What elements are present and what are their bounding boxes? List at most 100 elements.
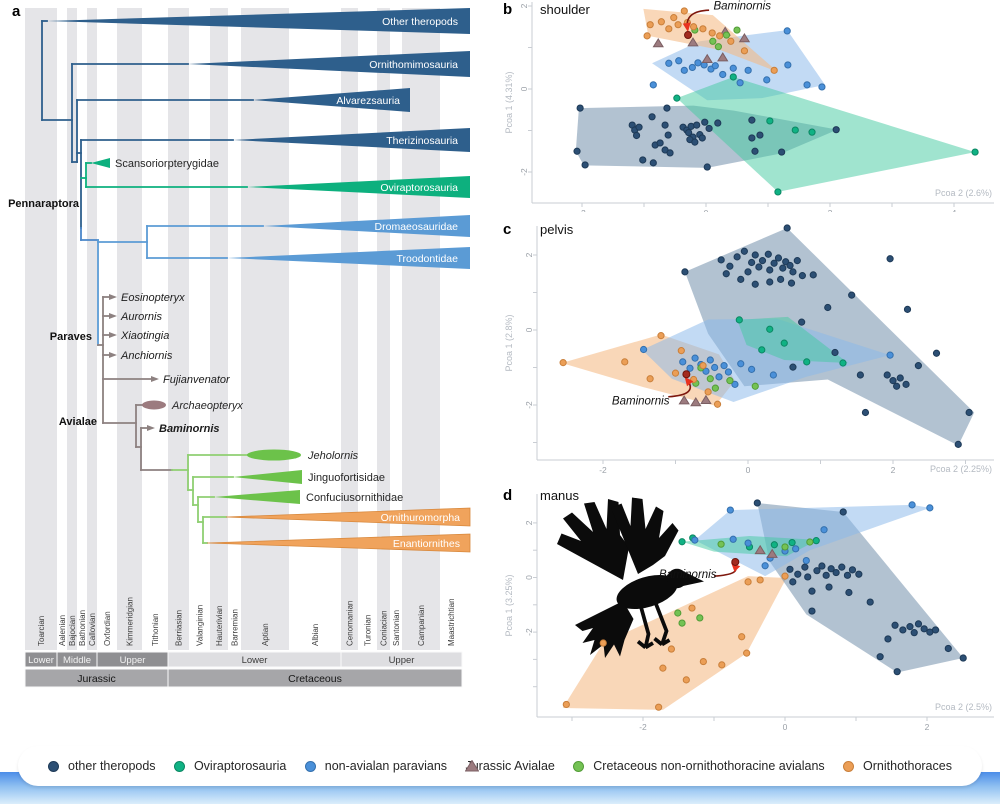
taxon-label: Jeholornis — [307, 450, 359, 462]
stage-label: Oxfordian — [103, 611, 112, 646]
points-non-avialan-paravians — [691, 501, 934, 570]
points-oviraptorosauria — [735, 316, 847, 367]
x-tick-label: 2 — [925, 722, 930, 732]
y-axis-title: Pcoa 1 (2.8%) — [504, 314, 514, 371]
legend-dot-icon — [48, 760, 59, 772]
stage-label: Valanginian — [196, 605, 205, 646]
taxon-label: Eosinopteryx — [121, 292, 185, 304]
hull-ornithothoraces — [562, 576, 787, 710]
points-jurassic-avialae — [652, 26, 751, 64]
clade-triangle — [247, 176, 470, 198]
pcoa-shoulder-panel: -2 0 2 4 -2 0 2 Pcoa 1 (4.31%) Pcoa 2 (2.6%) Bami… — [503, 0, 994, 212]
clade-label: Oviraptorosauria — [380, 182, 458, 194]
clade-label: Enantiornithes — [393, 538, 460, 550]
taxon-label: Fujianvenator — [163, 374, 231, 386]
clade-triangle — [206, 533, 471, 553]
legend-dot-icon — [843, 760, 855, 772]
points-cretaceous-non-ornithothoracine-avialans — [674, 538, 814, 627]
clade-name-label: Pennaraptora — [8, 198, 80, 210]
x-axis-title: Pcoa 2 (2.6%) — [935, 188, 992, 198]
stage-label: Cenomanian — [346, 601, 355, 646]
epoch-label: Lower — [242, 655, 268, 666]
panel-title-c: pelvis — [540, 222, 574, 237]
axes — [528, 2, 994, 207]
baminornis-silhouette — [557, 497, 704, 658]
stage-label: Santonian — [392, 610, 401, 646]
legend-item-ornithothoraces: Ornithothoraces — [843, 759, 952, 773]
y-tick-label: 2 — [524, 520, 534, 525]
legend-label: Jurassic Avialae — [465, 759, 555, 773]
legend-label: Cretaceous non-ornithothoracine avialans — [593, 759, 825, 773]
stage-label: Aalenian — [58, 615, 67, 646]
points-cretaceous-non-ornithothoracine-avialans — [691, 26, 741, 51]
y-tick-label: 2 — [524, 252, 534, 257]
y-tick-label: 0 — [524, 327, 534, 332]
stage-label: Bathonian — [78, 610, 87, 646]
hull-non-avialan-paravians — [642, 318, 891, 402]
x-axis-title: Pcoa 2 (2.25%) — [930, 464, 992, 474]
stage-label: Aptian — [261, 623, 270, 646]
points-cretaceous-non-ornithothoracine-avialans — [692, 364, 759, 392]
axes — [533, 226, 994, 464]
y-tick-label: -2 — [524, 401, 534, 409]
hull-oviraptorosauria — [676, 76, 976, 192]
x-tick-label: 0 — [783, 722, 788, 732]
legend-dot-icon — [173, 760, 185, 772]
clade-triangle — [263, 215, 470, 237]
clade-ellipse — [142, 400, 166, 410]
baminornis-arrowhead-icon — [684, 376, 694, 387]
x-tick-label: 2 — [828, 208, 833, 212]
epoch-label: Upper — [389, 655, 415, 666]
clade-triangle — [91, 158, 110, 168]
clade-triangle — [188, 51, 470, 77]
legend-label: Ornithothoraces — [863, 759, 952, 773]
x-tick-label: 0 — [746, 465, 751, 475]
phylogeny-panel: Other theropods Ornithomimosauria Alvarezs… — [8, 3, 471, 688]
x-tick-label: 0 — [704, 208, 709, 212]
taxon-label: Xiaotingia — [120, 330, 169, 342]
stage-label: Barremian — [231, 609, 240, 646]
stage-label: Albian — [311, 624, 320, 646]
taxon-label: Aurornis — [120, 311, 162, 323]
y-tick-label: -2 — [524, 628, 534, 636]
baminornis-annotation: Baminornis — [612, 370, 694, 407]
pcoa-pelvis-panel: -2 0 2 -2 0 2 Pcoa 1 (2.8%) Pcoa 2 (2.25%) Bamin… — [503, 221, 994, 475]
epoch-label: Upper — [120, 655, 146, 666]
tip-arrow-icon — [109, 332, 117, 338]
clade-label: Other theropods — [382, 16, 458, 28]
clade-triangle — [227, 247, 470, 269]
clade-triangle — [225, 507, 471, 527]
points-ornithothoraces — [559, 332, 722, 408]
baminornis-point — [731, 557, 740, 566]
stage-label: Campanian — [417, 605, 426, 646]
clade-triangle — [214, 490, 300, 504]
panel-title-b: shoulder — [540, 2, 591, 17]
stage-label: Bajocian — [68, 615, 77, 646]
x-tick-label: -2 — [639, 722, 647, 732]
x-tick-label: 4 — [952, 208, 957, 212]
points-jurassic-avialae — [754, 544, 778, 558]
tip-arrow-icon — [109, 313, 117, 319]
points-other-theropods — [753, 499, 967, 676]
x-tick-label: -2 — [599, 465, 607, 475]
panel-letter-b: b — [503, 1, 512, 18]
stage-label: Coniacian — [380, 610, 389, 646]
period-label: Cretaceous — [288, 673, 342, 685]
legend-item-jurassic-avialae: Jurassic Avialae — [465, 759, 555, 773]
y-tick-label: 2 — [519, 3, 529, 8]
hull-non-avialan-paravians — [652, 30, 826, 101]
stage-label: Callovian — [88, 613, 97, 646]
y-tick-label: 0 — [524, 575, 534, 580]
baminornis-label: Baminornis — [612, 395, 670, 407]
legend-label: other theropods — [68, 759, 156, 773]
x-tick-label: 2 — [891, 465, 896, 475]
clade-triangle — [47, 8, 470, 34]
y-axis-title: Pcoa 1 (4.31%) — [504, 71, 514, 133]
panel-title-d: manus — [540, 488, 580, 503]
x-tick-label: -2 — [578, 208, 586, 212]
clade-label: Dromaeosauridae — [375, 221, 459, 233]
legend-label: non-avialan paravians — [324, 759, 448, 773]
baminornis-point — [682, 370, 691, 379]
clade-label: Ornithuromorpha — [381, 512, 461, 524]
points-ornithothoraces — [562, 572, 789, 711]
